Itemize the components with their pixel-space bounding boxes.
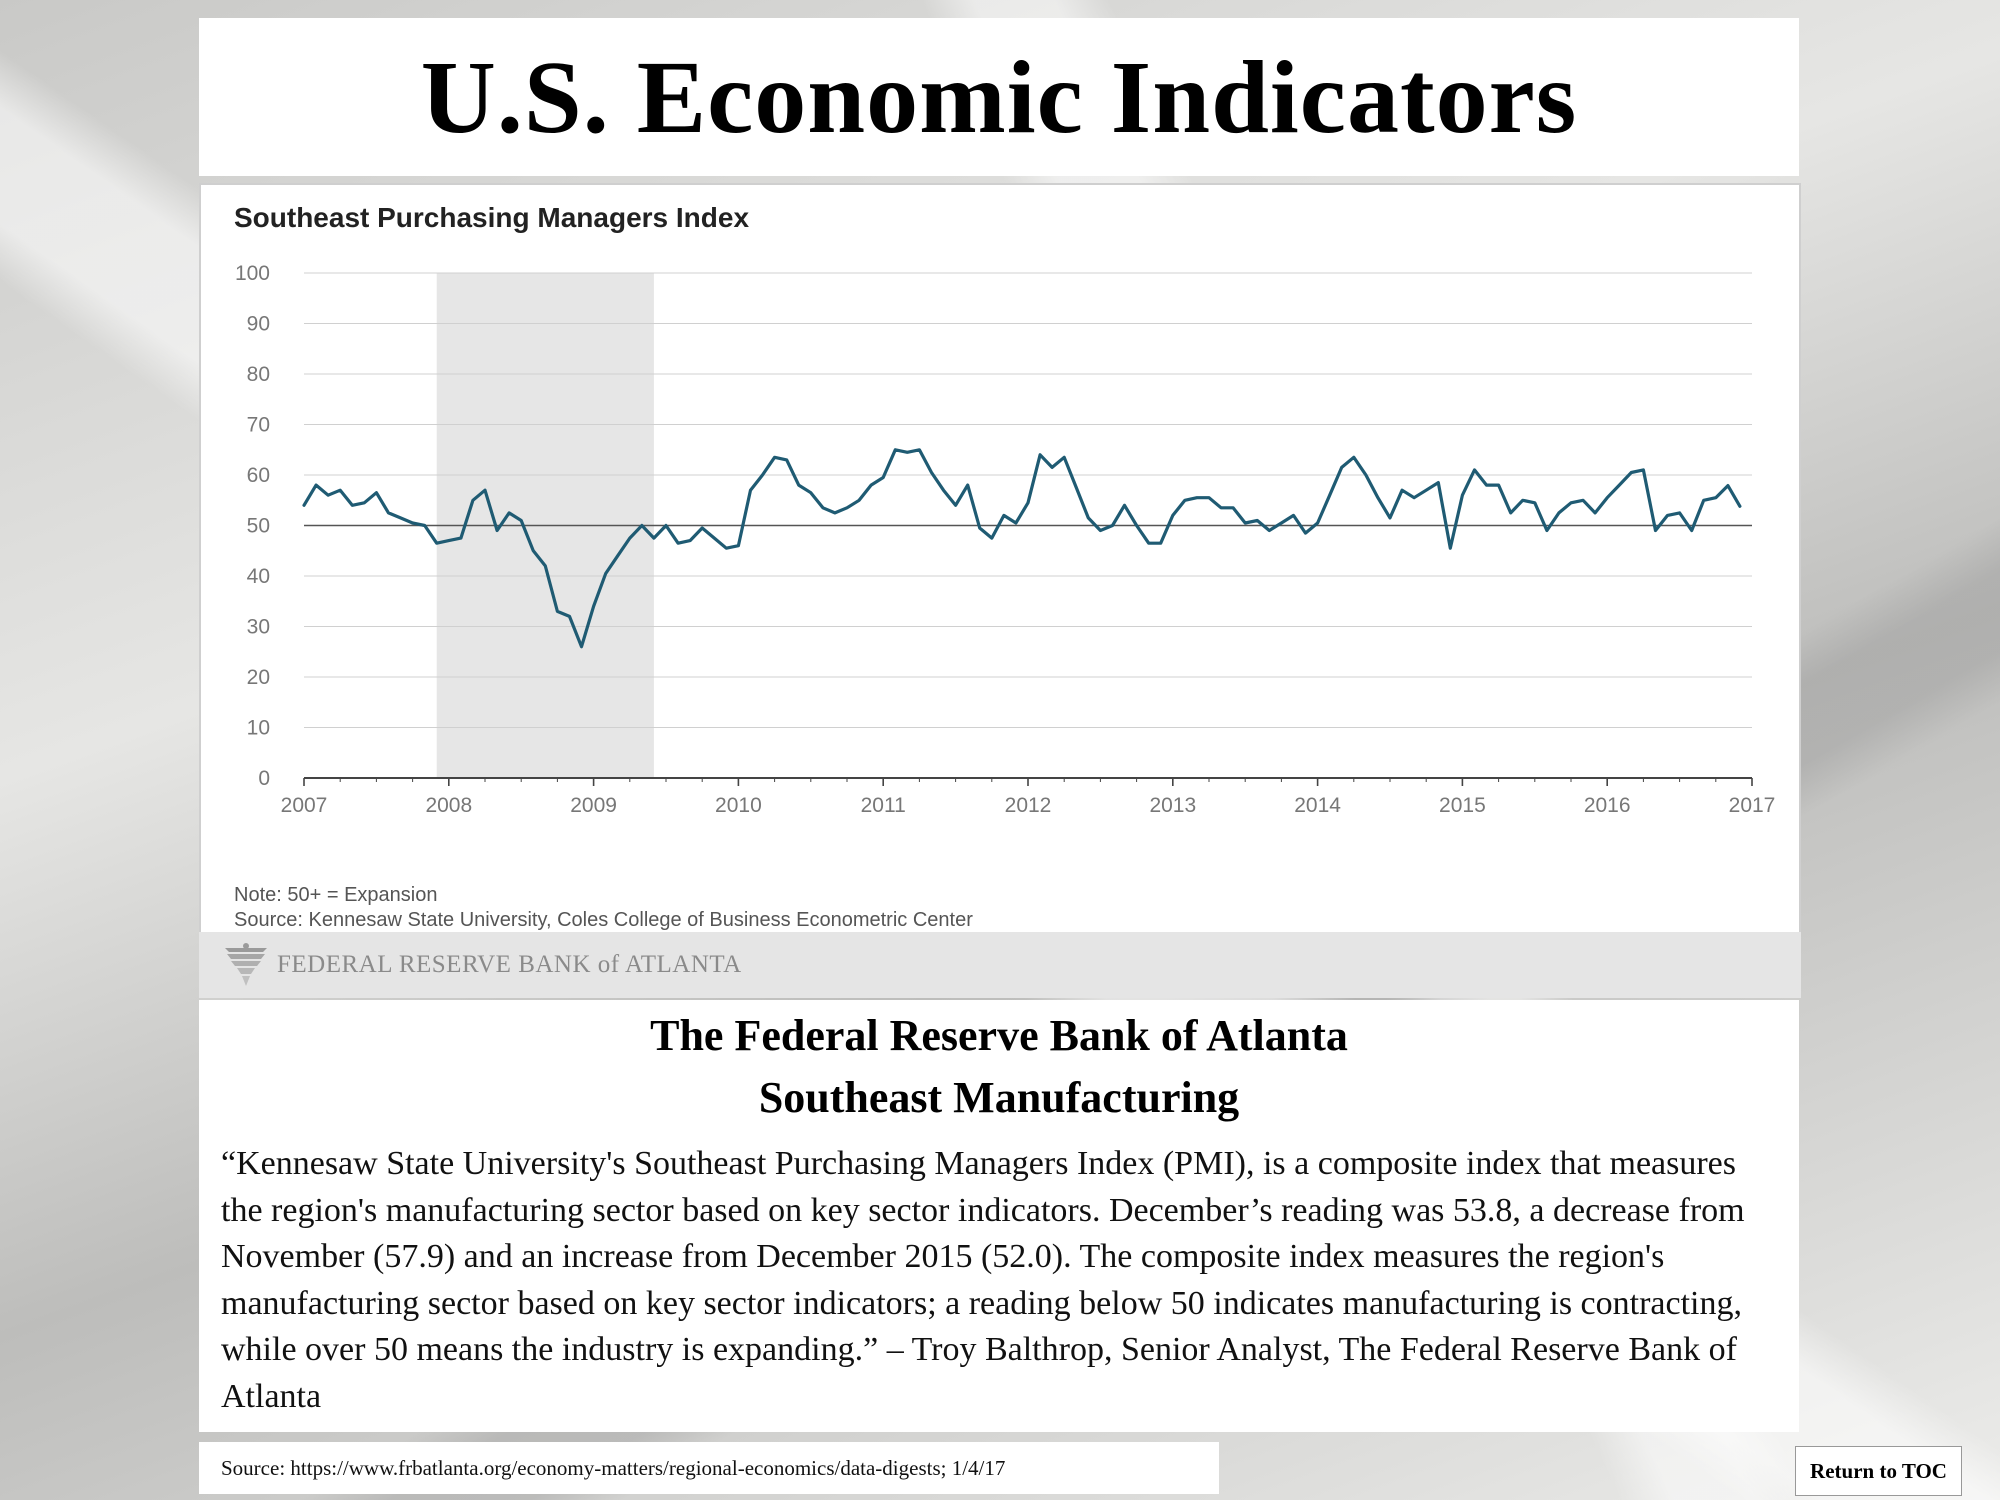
x-tick-label: 2012: [1005, 794, 1052, 817]
x-tick-label: 2013: [1149, 794, 1196, 817]
x-tick-label: 2014: [1294, 794, 1341, 817]
x-tick-label: 2009: [570, 794, 617, 817]
chart-note: Note: 50+ = Expansion: [234, 884, 438, 906]
source-text: Source: https://www.frbatlanta.org/econo…: [221, 1455, 1006, 1480]
y-tick-label: 20: [247, 666, 270, 689]
commentary-body: “Kennesaw State University's Southeast P…: [221, 1145, 1745, 1415]
y-tick-label: 50: [247, 515, 270, 538]
y-tick-label: 30: [247, 616, 270, 639]
y-tick-label: 90: [247, 313, 270, 336]
x-tick-label: 2008: [425, 794, 472, 817]
title-banner: U.S. Economic Indicators: [199, 18, 1799, 176]
y-tick-label: 10: [247, 717, 270, 740]
fed-branding-bar: FEDERAL RESERVE BANK of ATLANTA: [199, 932, 1801, 998]
x-tick-label: 2007: [281, 794, 328, 817]
y-tick-label: 40: [247, 565, 270, 588]
x-tick-label: 2010: [715, 794, 762, 817]
y-tick-label: 70: [247, 414, 270, 437]
y-tick-label: 80: [247, 363, 270, 386]
eagle-seal-icon: [225, 943, 267, 986]
x-tick-label: 2011: [861, 794, 906, 817]
y-tick-label: 60: [247, 464, 270, 487]
return-to-toc-button[interactable]: Return to TOC: [1795, 1446, 1962, 1496]
chart-source: Source: Kennesaw State University, Coles…: [234, 909, 973, 931]
source-footer: Source: https://www.frbatlanta.org/econo…: [199, 1442, 1219, 1494]
fed-bar-label: FEDERAL RESERVE BANK of ATLANTA: [277, 951, 742, 978]
commentary-heading: The Federal Reserve Bank of Atlanta: [650, 1011, 1348, 1060]
y-tick-label: 0: [258, 767, 270, 790]
y-tick-label: 100: [235, 262, 270, 285]
chart-title: Southeast Purchasing Managers Index: [234, 202, 750, 233]
commentary-panel: The Federal Reserve Bank of Atlanta Sout…: [199, 1000, 1799, 1432]
x-tick-label: 2017: [1729, 794, 1776, 817]
x-tick-label: 2016: [1584, 794, 1631, 817]
x-tick-label: 2015: [1439, 794, 1486, 817]
commentary-subheading: Southeast Manufacturing: [758, 1073, 1240, 1122]
slide-title: U.S. Economic Indicators: [420, 39, 1578, 155]
pmi-series-line: [302, 448, 1742, 649]
